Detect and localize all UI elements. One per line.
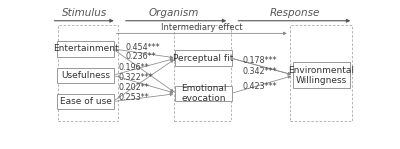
Text: Emotional
evocation: Emotional evocation <box>181 84 226 103</box>
Text: Entertainment: Entertainment <box>53 44 118 53</box>
Text: Ease of use: Ease of use <box>60 97 112 106</box>
Text: 0.178***: 0.178*** <box>242 56 277 65</box>
FancyBboxPatch shape <box>175 86 232 101</box>
Bar <box>58 25 118 121</box>
Text: Environmental
Willingness: Environmental Willingness <box>288 66 354 85</box>
Text: 0.454***: 0.454*** <box>126 43 160 52</box>
Text: 0.342***: 0.342*** <box>242 67 277 76</box>
Text: Stimulus: Stimulus <box>62 8 107 18</box>
Text: 0.322***: 0.322*** <box>118 73 153 82</box>
FancyBboxPatch shape <box>57 67 114 83</box>
Text: Perceptual fit: Perceptual fit <box>173 53 234 63</box>
Text: Intermediary effect: Intermediary effect <box>161 23 243 32</box>
Text: Usefulness: Usefulness <box>61 71 110 80</box>
Bar <box>290 25 352 121</box>
FancyBboxPatch shape <box>57 94 114 109</box>
Text: 0.423***: 0.423*** <box>242 82 277 91</box>
Text: 0.202**: 0.202** <box>118 83 149 92</box>
Text: 0.196**: 0.196** <box>118 63 149 72</box>
FancyBboxPatch shape <box>57 41 114 57</box>
Bar <box>174 25 231 121</box>
Text: 0.253**: 0.253** <box>118 93 149 103</box>
FancyBboxPatch shape <box>292 62 350 89</box>
Text: Response: Response <box>270 8 320 18</box>
Text: Organism: Organism <box>149 8 199 18</box>
FancyBboxPatch shape <box>175 50 232 66</box>
Text: 0.236**: 0.236** <box>126 52 156 61</box>
